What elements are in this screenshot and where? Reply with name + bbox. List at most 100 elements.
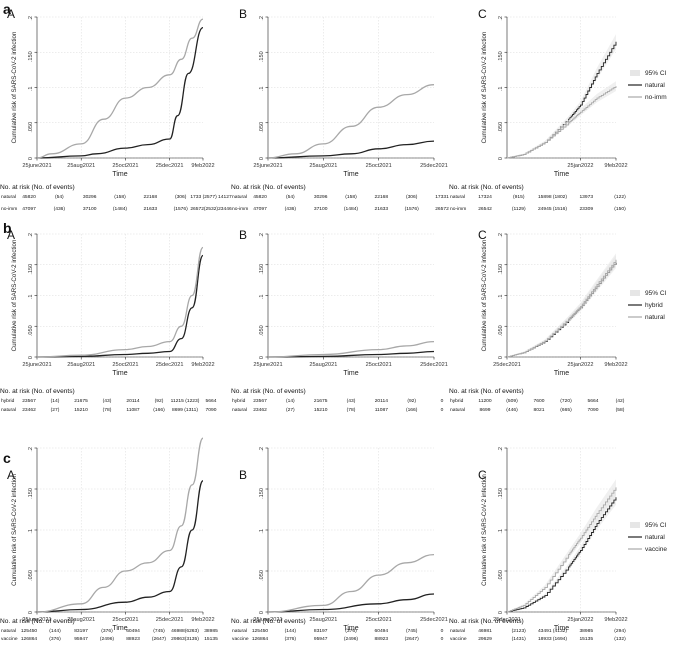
risk-cell: 125450 [252,628,269,634]
x-tick-label: 25aug2021 [309,617,337,623]
y-tick-label: 0 [28,157,34,160]
panel-letter: B [239,468,247,482]
risk-row-label: natural [450,194,465,200]
risk-cell: 43491 (4132) [538,628,567,634]
risk-cell: 95947 [314,636,328,642]
risk-cell: (306) [406,194,418,200]
risk-row-label: vaccine [232,636,249,642]
panel-a-A: A 0 .050 .1 .150 .2 25june2021 25aug2021 25oct20… [0,7,232,212]
risk-cell: 60494 [126,628,140,634]
risk-cell: 95947 [74,636,88,642]
x-axis-title: Time [343,171,358,178]
y-tick-label: .1 [498,87,504,92]
y-tick-label: .150 [498,51,504,62]
risk-cell: (54) [286,194,295,200]
risk-cell: 7090 [588,407,599,413]
y-axis-title: Cumulative risk of SARS-CoV-2 infection [481,239,488,351]
x-tick-label: 25june2021 [253,163,282,169]
y-tick-label: .050 [28,325,34,336]
risk-cell: (14) [286,398,295,404]
y-tick-label: .050 [498,570,504,581]
risk-row-label: no-imm [232,206,248,212]
risk-cell: (376) [285,636,297,642]
risk-cell: 83197 [314,628,328,634]
risk-cell: 0 [441,398,444,404]
legend-label: no-imm [645,94,667,101]
risk-cell: 11215 (1223) [171,398,200,404]
row-letter-a: a [3,1,11,17]
risk-cell: (376) [345,628,357,634]
y-tick-label: .050 [28,570,34,581]
risk-cell: 21633 [144,206,158,212]
x-axis-title: Time [343,370,358,377]
risk-cell: (2123) [512,628,527,634]
risk-cell: 8021 [534,407,545,413]
panel-c-A: A 0 .050 .1 .150 .2 25june2021 25aug2021 25oct20… [0,437,218,642]
risk-cell: 20114 [375,398,389,404]
x-axis-title: Time [112,171,127,178]
series-line-natural [36,26,204,159]
risk-table-title: No. at risk (No. of events) [0,618,75,625]
risk-cell: (2647) [405,636,420,642]
risk-cell: 45820 [22,194,36,200]
ci-band-natural [507,253,616,358]
series-line-natural [36,480,204,613]
legend-label: natural [645,314,665,321]
risk-cell: (1576) [405,206,420,212]
x-tick-label: 25oct2021 [366,163,392,169]
legend-c: 95% CI natural vaccine [628,522,667,553]
risk-cell: (294) [614,628,626,634]
y-tick-label: .1 [28,87,34,92]
x-axis-title: Time [112,625,127,632]
series-line-no-imm [507,86,617,159]
y-tick-label: .050 [498,122,504,133]
series-line-vaccine [36,437,204,613]
risk-cell: 23309 [579,206,593,212]
risk-cell: (915) [513,194,525,200]
x-axis-title: Time [343,625,358,632]
legend-a: 95% CI natural no-imm [628,70,667,101]
x-tick-label: 25oct2021 [366,362,392,368]
y-tick-label: 0 [498,611,504,614]
y-tick-label: 0 [498,157,504,160]
x-tick-label: 25dec2021 [493,362,521,368]
risk-cell: 30296 [83,194,97,200]
risk-cell: 126864 [21,636,38,642]
x-tick-label: 25oct2021 [112,163,138,169]
ci-band-vaccine [507,479,616,613]
risk-cell: 22168 [144,194,158,200]
y-tick-label: .050 [259,122,265,133]
x-axis-title: Time [554,370,569,377]
panel-b-A: A 0 .050 .1 .150 .2 25june2021 25aug2021 25oct20… [0,228,217,413]
y-tick-label: .1 [498,529,504,534]
risk-cell: 15135 [579,636,593,642]
panel-letter: A [7,228,15,242]
risk-cell: 0 [441,636,444,642]
x-tick-label: 25jan2022 [567,617,593,623]
x-axis-title: Time [554,625,569,632]
risk-row-label: natural [450,628,465,634]
risk-cell: 23462 [22,407,36,413]
x-tick-label: 25oct2021 [112,617,138,623]
risk-table-title: No. at risk (No. of events) [449,618,524,625]
ci-swatch [630,290,640,296]
risk-row-label: hybrid [450,398,464,404]
y-tick-label: .150 [28,488,34,499]
y-tick-label: .050 [28,122,34,133]
x-tick-label: 9feb2022 [604,163,627,169]
risk-table-title: No. at risk (No. of events) [0,388,75,395]
x-tick-label: 25june2021 [22,617,51,623]
x-tick-label: 25aug2021 [67,163,95,169]
y-tick-label: .150 [498,264,504,275]
risk-cell: (158) [345,194,357,200]
panel-c-C: C 0 .050 .1 .150 .2 25dec2021 25jan2022 9feb2022… [449,447,628,642]
y-tick-label: .050 [259,570,265,581]
risk-cell: 22168 [375,194,389,200]
risk-cell: 126864 [252,636,269,642]
row-letter-b: b [3,220,12,236]
y-tick-label: 0 [28,356,34,359]
legend-ci-label: 95% CI [645,290,667,297]
risk-cell: 24945 (1516) [538,206,567,212]
risk-row-label: natural [1,628,16,634]
x-tick-label: 25jan2022 [567,163,593,169]
